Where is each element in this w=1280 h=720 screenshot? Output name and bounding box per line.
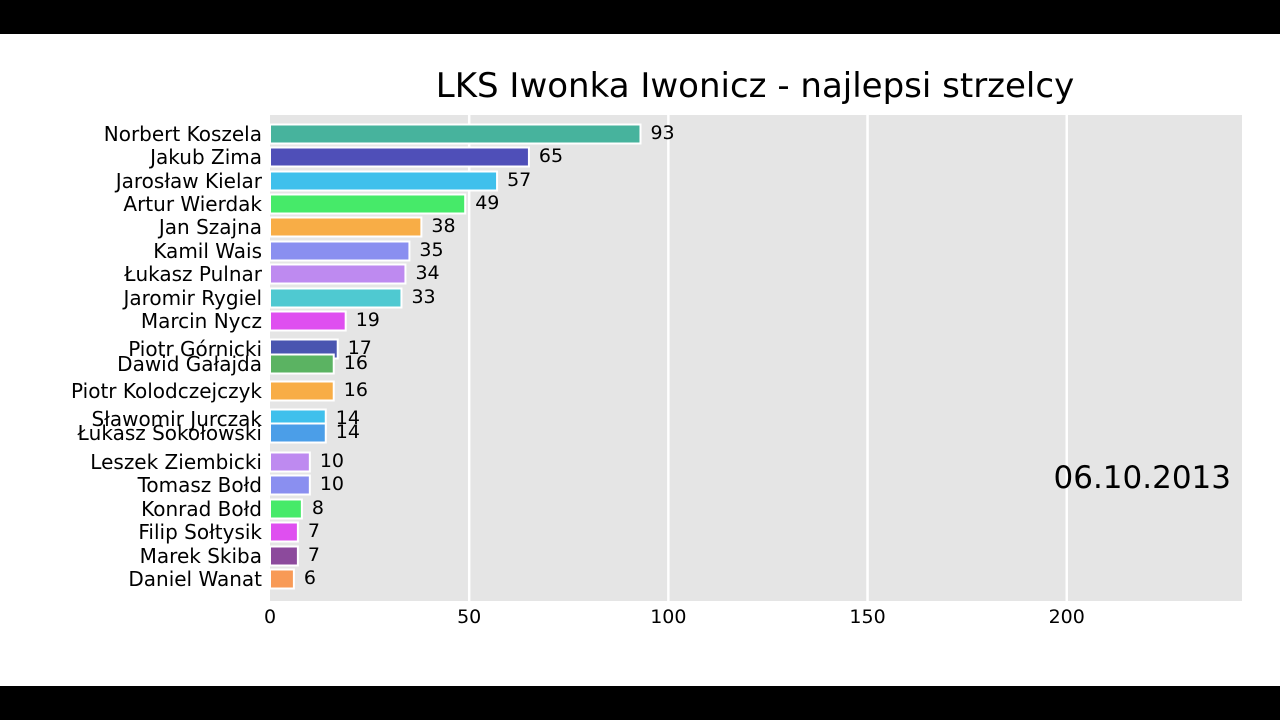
bar-name-label: Norbert Koszela [104,122,262,146]
x-tick-label: 50 [457,606,481,628]
bar [269,545,299,567]
chart-title: LKS Iwonka Iwonicz - najlepsi strzelcy [436,66,1074,106]
bars [269,123,642,590]
date-label: 06.10.2013 [1054,460,1232,496]
bar-value-label: 7 [308,520,320,542]
bar-value-label: 8 [312,497,324,519]
bar-name-label: Marek Skiba [140,544,262,568]
bar-value-label: 57 [507,169,531,191]
bar-name-label: Konrad Bołd [141,497,262,521]
bar-name-label: Jaromir Rygiel [121,286,262,310]
bar [269,287,403,309]
bar-value-label: 16 [344,379,368,401]
bar [269,474,311,496]
bar [269,498,303,520]
bar [269,193,467,215]
bar-name-label: Piotr Górnicki [128,337,262,361]
bar-name-label: Dawid Gałajda [117,352,262,376]
bar [269,451,311,473]
x-tick-label: 100 [650,606,686,628]
bar-name-label: Leszek Ziembicki [90,450,262,474]
bar-value-label: 49 [475,192,499,214]
bar-value-label: 33 [411,286,435,308]
bar-name-label: Łukasz Pulnar [123,262,263,286]
bar-name-label: Marcin Nycz [141,309,262,333]
bar-value-label: 14 [336,407,360,429]
bar-name-label: Jakub Zima [148,145,262,169]
bar-name-label: Filip Sołtysik [138,520,262,544]
bar-name-label: Artur Wierdak [123,192,262,216]
bar-value-label: 10 [320,473,344,495]
bar [269,146,530,168]
x-tick-label: 0 [264,606,276,628]
bar [269,310,347,332]
bar [269,422,327,444]
bar-name-label: Jan Szajna [157,215,262,239]
bar-value-label: 17 [348,337,372,359]
bar [269,521,299,543]
bar [269,263,407,285]
bar-labels: Norbert Koszela 93 Jakub Zima 65 Jarosław Ki… [71,122,675,591]
x-axis-ticks: 0 50 100 150 200 [264,606,1085,628]
bar-name-label: Tomasz Bołd [137,473,262,497]
bar-name-label: Daniel Wanat [128,567,262,591]
bar [269,216,423,238]
bar [269,170,499,192]
bar-value-label: 35 [419,239,443,261]
bar-name-label: Sławomir Jurczak [91,407,262,431]
letterbox-bottom [0,686,1280,720]
grid-lines [467,115,1068,601]
bar-value-label: 38 [431,215,455,237]
bar-value-label: 34 [415,262,439,284]
bar-name-label: Jarosław Kielar [114,169,263,193]
bar-name-label: Łukasz Sokołowski [76,421,262,445]
bar [269,568,295,590]
bar [269,353,335,375]
bar-chart: LKS Iwonka Iwonicz - najlepsi strzelcy N… [71,66,1242,628]
letterbox-top [0,0,1280,34]
bar-value-label: 93 [650,122,674,144]
bar [269,123,642,145]
bar-value-label: 7 [308,544,320,566]
x-tick-label: 150 [849,606,885,628]
bar-value-label: 6 [304,567,316,589]
bar-name-label: Kamil Wais [153,239,262,263]
x-tick-label: 200 [1049,606,1085,628]
bar-value-label: 14 [336,421,360,443]
bar-value-label: 10 [320,450,344,472]
bar [269,240,411,262]
bar [269,380,335,402]
bar-name-label: Piotr Kolodczejczyk [71,379,262,403]
bar-value-label: 19 [356,309,380,331]
bar-value-label: 16 [344,352,368,374]
bar-value-label: 65 [539,145,563,167]
chart-frame: LKS Iwonka Iwonicz - najlepsi strzelcy N… [0,34,1280,686]
